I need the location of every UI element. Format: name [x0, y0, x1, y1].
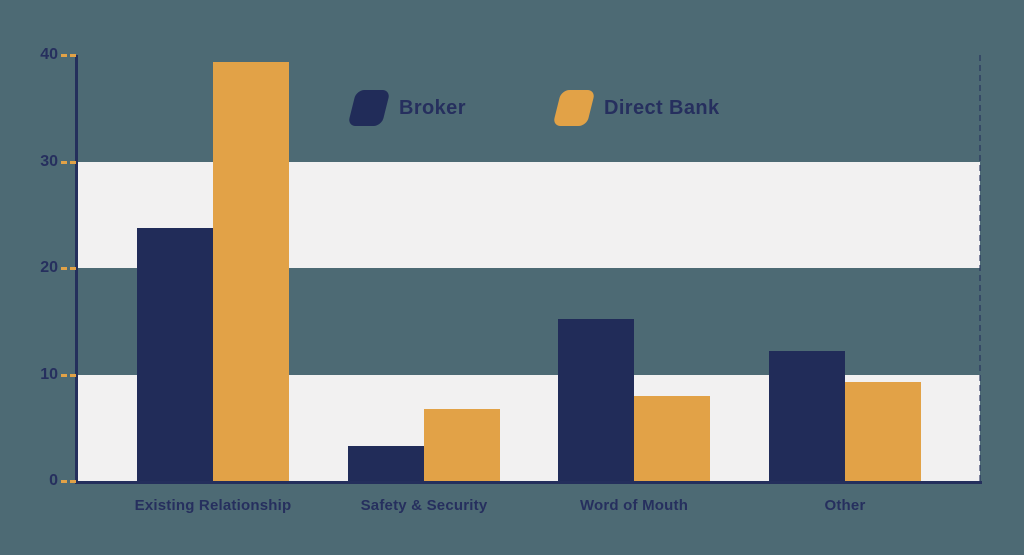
- y-tick-label-20: 20: [40, 259, 58, 276]
- bar-direct-bank-word-of-mouth: [634, 395, 710, 481]
- legend-label-direct-bank: Direct Bank: [604, 97, 720, 119]
- legend-item-broker: Broker: [347, 90, 466, 126]
- x-axis-line: [75, 481, 982, 484]
- y-axis-line: [75, 55, 78, 483]
- bar-direct-bank-safety-security: [424, 408, 500, 481]
- direct-bank-legend-swatch-icon: [552, 90, 596, 126]
- y-tick-label-10: 10: [40, 366, 58, 383]
- y-tick-mark-10: [61, 374, 76, 377]
- bar-direct-bank-existing-relationship: [213, 62, 289, 481]
- bar-broker-existing-relationship: [137, 227, 213, 481]
- y-tick-label-40: 40: [40, 46, 58, 63]
- bar-broker-other: [769, 351, 845, 481]
- legend-item-direct-bank: Direct Bank: [552, 90, 720, 126]
- x-category-label-safety-security: Safety & Security: [360, 497, 488, 514]
- y-tick-label-0: 0: [49, 472, 58, 489]
- broker-legend-swatch-icon: [347, 90, 391, 126]
- x-category-label-other: Other: [824, 497, 866, 514]
- y-tick-mark-20: [61, 267, 76, 270]
- bar-broker-word-of-mouth: [558, 319, 634, 481]
- y-tick-mark-40: [61, 54, 76, 57]
- plot-right-dashed-edge: [979, 55, 981, 481]
- bar-broker-safety-security: [348, 445, 424, 481]
- y-tick-label-30: 30: [40, 153, 58, 170]
- x-category-label-existing-relationship: Existing Relationship: [134, 497, 292, 514]
- bar-direct-bank-other: [845, 381, 921, 481]
- y-tick-mark-0: [61, 480, 76, 483]
- y-tick-mark-30: [61, 161, 76, 164]
- legend-label-broker: Broker: [399, 97, 466, 119]
- x-category-label-word-of-mouth: Word of Mouth: [579, 497, 689, 514]
